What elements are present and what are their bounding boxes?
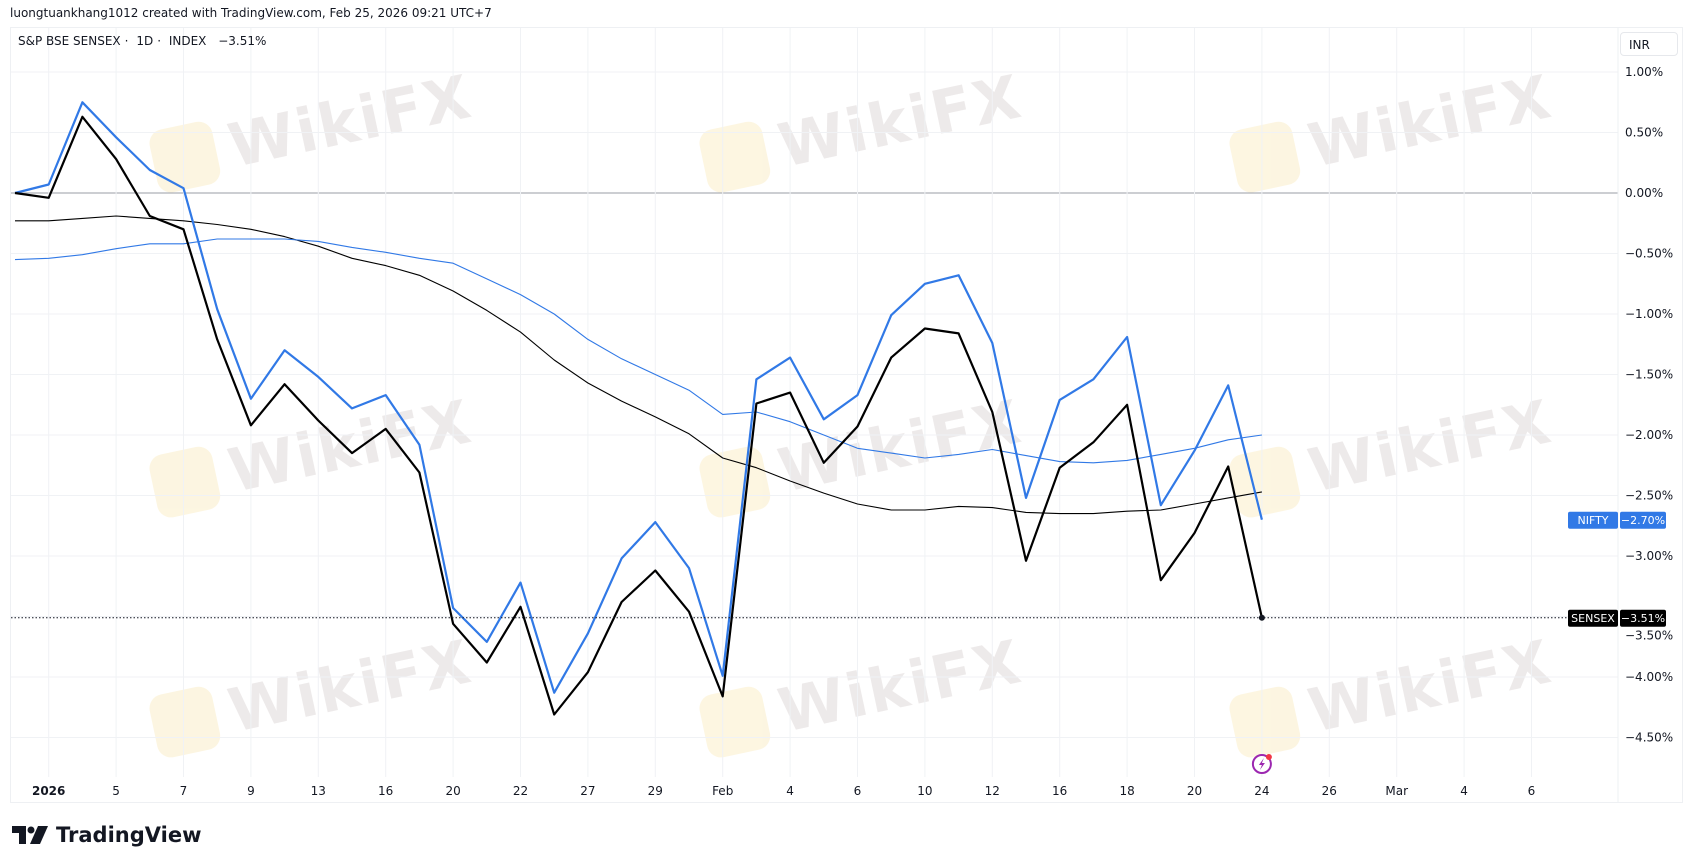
- notification-dot: [1265, 754, 1272, 760]
- y-tick-label: −2.00%: [1625, 428, 1673, 442]
- x-tick-label: 20: [445, 784, 460, 798]
- x-tick-label: 20: [1187, 784, 1202, 798]
- y-tick-label: −1.00%: [1625, 307, 1673, 321]
- sensex-name-tag: [1568, 609, 1618, 627]
- x-tick-label: 6: [854, 784, 862, 798]
- y-tick-label: 0.00%: [1625, 186, 1663, 200]
- x-tick-label: 13: [311, 784, 326, 798]
- moving-average-line[interactable]: [14, 238, 1262, 464]
- legend-exchange: INDEX: [168, 34, 207, 48]
- x-tick-label: 10: [917, 784, 932, 798]
- x-tick-label: 9: [247, 784, 255, 798]
- tradingview-logo-icon: [12, 826, 48, 844]
- currency-button[interactable]: INR: [1620, 32, 1678, 56]
- chart-frame: [10, 27, 1683, 803]
- x-tick-label: 26: [1322, 784, 1337, 798]
- tradingview-logo[interactable]: TradingView: [12, 823, 201, 847]
- series-line-sensex[interactable]: [14, 115, 1263, 716]
- moving-average-line[interactable]: [15, 215, 1262, 515]
- x-tick-label: 16: [378, 784, 393, 798]
- x-tick-label: 18: [1119, 784, 1134, 798]
- x-tick-label: 2026: [32, 784, 65, 798]
- y-tick-label: −2.50%: [1625, 489, 1673, 503]
- lightning-icon: [1258, 758, 1265, 770]
- nifty-value-tag: [1620, 511, 1666, 529]
- y-tick-label: −1.50%: [1625, 368, 1673, 382]
- x-tick-label: 29: [648, 784, 663, 798]
- chart-credit: luongtuankhang1012 created with TradingV…: [10, 6, 492, 20]
- x-tick-label: 12: [985, 784, 1000, 798]
- sensex-name-label: SENSEX: [1571, 612, 1615, 625]
- x-tick-label: 5: [112, 784, 120, 798]
- x-tick-label: 4: [1460, 784, 1468, 798]
- x-tick-label: 16: [1052, 784, 1067, 798]
- y-tick-label: 0.50%: [1625, 126, 1663, 140]
- sensex-value-tag: [1620, 609, 1666, 627]
- tradingview-wordmark: TradingView: [56, 823, 202, 847]
- x-tick-label: 22: [513, 784, 528, 798]
- x-tick-label: 24: [1254, 784, 1269, 798]
- y-tick-label: −3.00%: [1625, 549, 1673, 563]
- y-tick-label: −3.50%: [1625, 629, 1673, 643]
- x-tick-label: Feb: [712, 784, 733, 798]
- y-tick-label: −4.50%: [1625, 731, 1673, 745]
- nifty-name-label: NIFTY: [1577, 514, 1608, 527]
- legend-change: −3.51%: [218, 34, 267, 48]
- nifty-value-label: −2.70%: [1621, 514, 1665, 527]
- y-tick-label: −4.00%: [1625, 670, 1673, 684]
- x-tick-label: 27: [580, 784, 595, 798]
- x-tick-label: Mar: [1385, 784, 1408, 798]
- sensex-value-label: −3.51%: [1621, 612, 1665, 625]
- legend-symbol: S&P BSE SENSEX: [18, 34, 121, 48]
- last-price-dot: [1258, 614, 1265, 621]
- symbol-legend[interactable]: S&P BSE SENSEX · 1D · INDEX −3.51%: [18, 34, 267, 48]
- x-tick-label: 7: [180, 784, 188, 798]
- y-tick-label: 1.00%: [1625, 65, 1663, 79]
- x-tick-label: 6: [1528, 784, 1536, 798]
- y-tick-label: −0.50%: [1625, 247, 1673, 261]
- x-tick-label: 4: [786, 784, 794, 798]
- nifty-name-tag: [1568, 511, 1618, 529]
- series-line-nifty[interactable]: [14, 101, 1263, 694]
- legend-interval: 1D: [136, 34, 154, 48]
